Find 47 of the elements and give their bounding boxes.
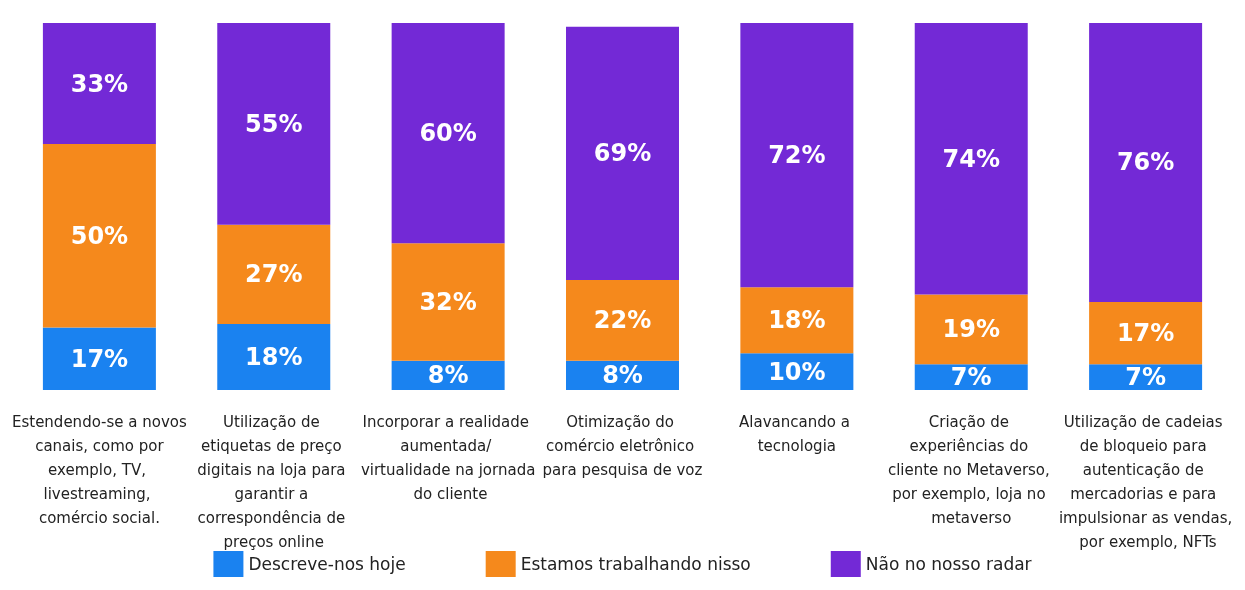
x-tick-label: Utilização de cadeias de bloqueio para autenticação de mercadorias e para impulsionar as vendas, por exemplo, NFTs xyxy=(1058,413,1233,551)
x-tick-label: Estendendo-se a novos canais, como por exemplo, TV, livestreaming, comércio social. xyxy=(11,413,188,527)
data-label: 50% xyxy=(70,221,129,250)
data-label: 17% xyxy=(70,344,129,373)
legend-label: Estamos trabalhando nisso xyxy=(520,554,751,574)
bar xyxy=(1089,23,1203,302)
bar xyxy=(740,287,854,354)
data-label: 8% xyxy=(427,361,469,390)
data-label: 18% xyxy=(245,342,303,371)
data-label: 8% xyxy=(602,361,643,390)
bar xyxy=(391,243,505,361)
x-tick-label: Incorporar a realidade aumentada/ virtualidade na jornada do cliente xyxy=(360,413,536,503)
bar xyxy=(914,294,1028,365)
legend-label: Descreve-nos hoje xyxy=(248,554,406,574)
bar xyxy=(391,23,505,244)
data-label: 72% xyxy=(768,141,826,170)
data-label: 7% xyxy=(1125,363,1166,392)
data-label: 19% xyxy=(942,315,1000,344)
data-label: 10% xyxy=(768,357,826,386)
data-label: 32% xyxy=(419,287,477,316)
data-label: 33% xyxy=(70,69,129,98)
data-label: 22% xyxy=(593,306,652,335)
x-tick-label: Utilização de etiquetas de preço digitais na loja para garantir a correspondência de preços online xyxy=(197,413,351,551)
data-label: 60% xyxy=(419,119,477,148)
bar xyxy=(217,224,331,324)
bar xyxy=(740,23,854,288)
data-label: 69% xyxy=(593,139,652,168)
x-tick-label: Criação de experiências do cliente no Metaverso, por exemplo, loja no metaverso xyxy=(887,413,1055,527)
data-label: 74% xyxy=(942,144,1000,173)
bar xyxy=(914,23,1028,295)
data-label: 27% xyxy=(245,260,303,289)
data-label: 76% xyxy=(1116,148,1175,177)
data-label: 18% xyxy=(768,306,826,335)
data-label: 7% xyxy=(950,363,992,392)
bar xyxy=(566,279,679,361)
bar xyxy=(42,327,156,390)
bar xyxy=(217,323,331,390)
x-tick-label: Alavancando a tecnologia xyxy=(739,413,855,455)
bar xyxy=(42,23,156,145)
bar xyxy=(1089,301,1203,365)
bar xyxy=(217,23,331,225)
x-tick-label: Otimização do comércio eletrônico para pesquisa de voz xyxy=(542,413,703,479)
bar xyxy=(566,26,679,280)
legend-label: Não no nosso radar xyxy=(865,554,1032,574)
data-label: 55% xyxy=(245,109,303,138)
bar xyxy=(42,144,156,328)
data-label: 17% xyxy=(1116,319,1175,348)
